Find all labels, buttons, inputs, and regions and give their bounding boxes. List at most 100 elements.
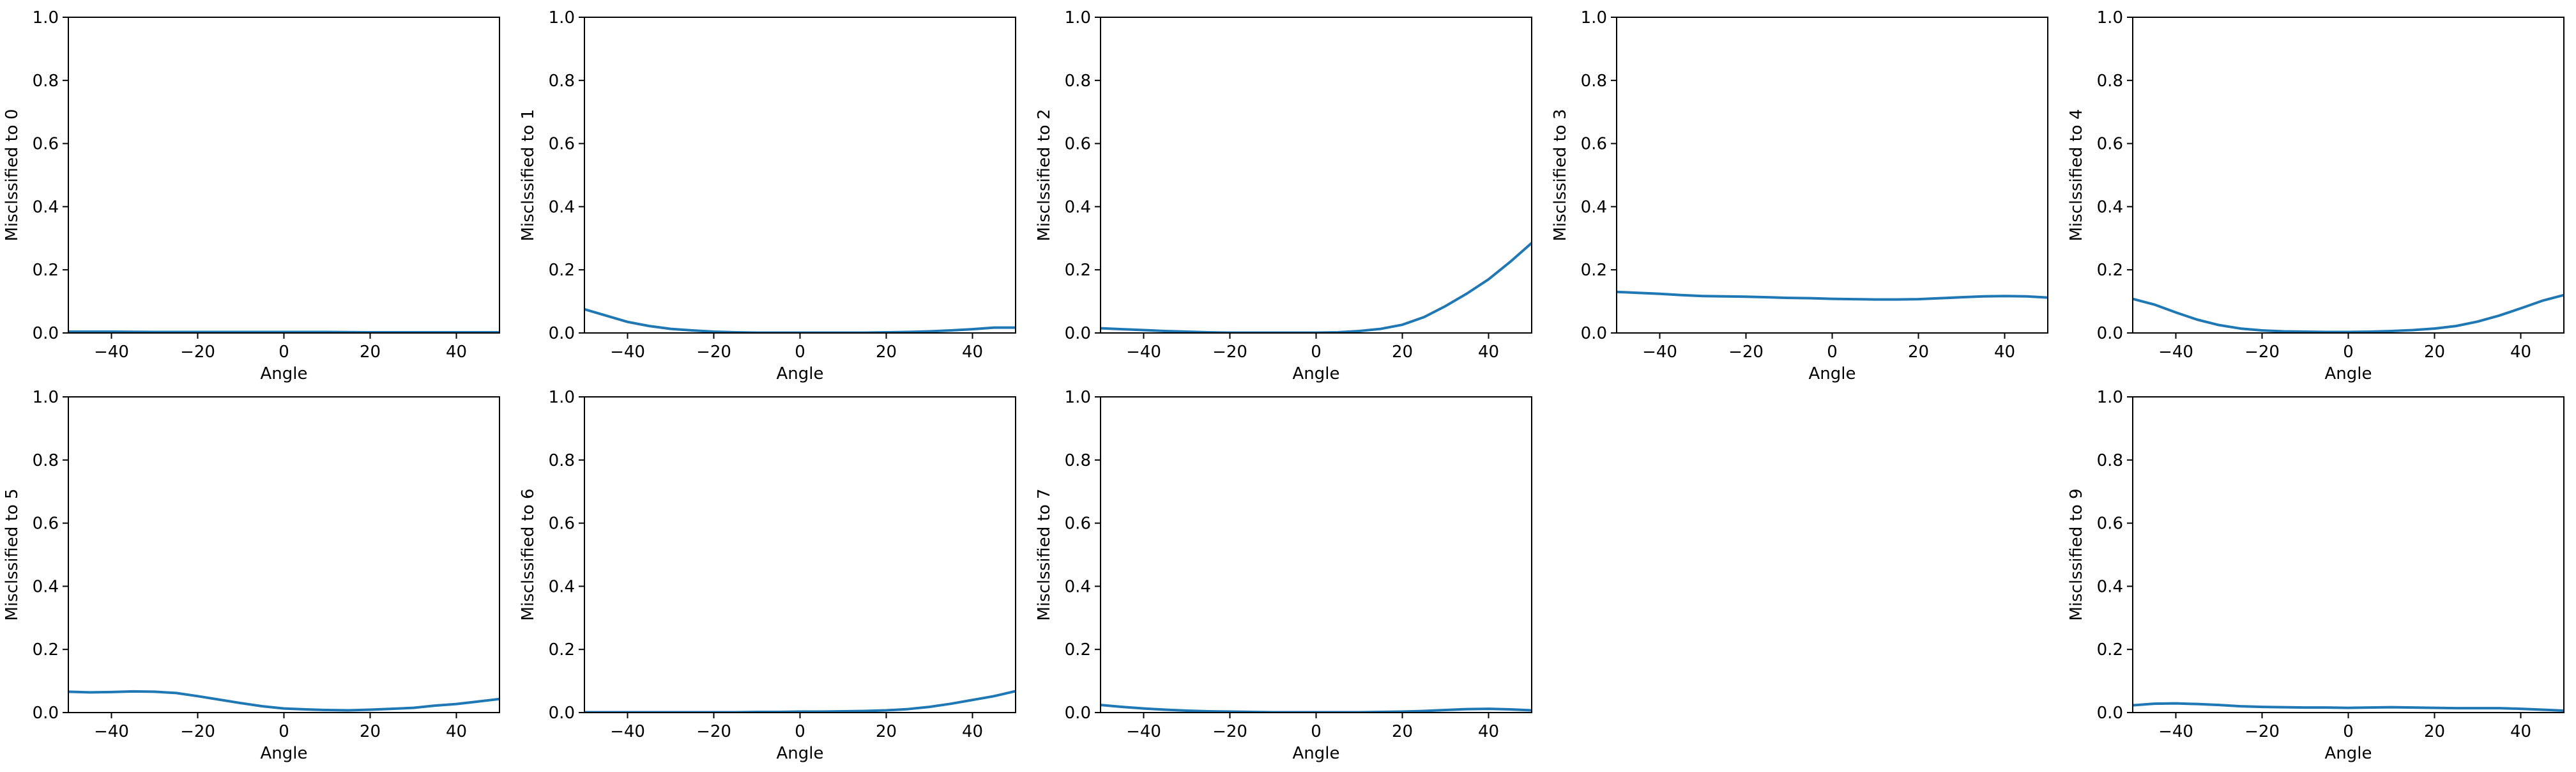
series-line-9 (2133, 702, 2564, 713)
y-tick-label-0-1: 0.2 (33, 261, 59, 280)
y-tick-label-2-1: 0.2 (1065, 261, 1091, 280)
y-tick-label-7-0: 0.0 (1065, 704, 1091, 723)
x-tick-label-7-3: 20 (1392, 722, 1413, 741)
x-axis-label-3: Angle (1809, 364, 1856, 383)
chart-panel-6: 0.0 0.2 0.4 0.6 0.8 1.0 −40 −20 0 20 40 Angle Miscls… (519, 388, 1016, 763)
y-axis-label-7: Misclssified to 7 (1035, 488, 1054, 621)
y-tick-label-6-5: 1.0 (549, 388, 575, 407)
x-tick-label-7-4: 40 (1478, 722, 1499, 741)
y-tick-label-1-4: 0.8 (549, 72, 575, 91)
y-tick-label-7-2: 0.4 (1065, 577, 1091, 596)
chart-panel-1: 0.0 0.2 0.4 0.6 0.8 1.0 −40 −20 0 20 40 Angle Miscls… (519, 8, 1016, 383)
x-tick-label-5-1: −20 (180, 722, 215, 741)
x-tick-label-6-1: −20 (696, 722, 731, 741)
y-tick-label-9-2: 0.4 (2097, 577, 2123, 596)
axes-frame-1 (584, 17, 1016, 334)
series-line-4 (2133, 293, 2564, 333)
x-tick-label-7-0: −40 (1126, 722, 1161, 741)
x-tick-label-4-3: 20 (2424, 343, 2445, 362)
y-tick-label-0-2: 0.4 (33, 197, 59, 217)
y-tick-label-6-0: 0.0 (549, 704, 575, 723)
x-tick-label-3-0: −40 (1642, 343, 1677, 362)
x-tick-label-3-4: 40 (1994, 343, 2015, 362)
y-tick-label-9-5: 1.0 (2097, 388, 2123, 407)
x-tick-label-4-2: 0 (2343, 343, 2354, 362)
y-tick-label-7-3: 0.6 (1065, 514, 1091, 534)
y-tick-label-2-5: 1.0 (1065, 8, 1091, 27)
x-axis-label-9: Angle (2325, 744, 2372, 763)
axes-frame-9 (2132, 396, 2565, 713)
y-axis-label-4: Misclssified to 4 (2067, 109, 2086, 241)
x-tick-label-4-1: −20 (2244, 343, 2280, 362)
chart-panel-3: 0.0 0.2 0.4 0.6 0.8 1.0 −40 −20 0 20 40 Angle Miscls… (1551, 8, 2048, 383)
y-tick-label-4-1: 0.2 (2097, 261, 2123, 280)
x-tick-label-5-2: 0 (278, 722, 289, 741)
series-line-1 (584, 307, 1016, 333)
x-tick-label-3-2: 0 (1827, 343, 1838, 362)
series-line-3 (1617, 290, 2048, 301)
x-axis-label-1: Angle (777, 364, 824, 383)
x-tick-label-2-4: 40 (1478, 343, 1499, 362)
x-tick-label-1-2: 0 (795, 343, 805, 362)
y-tick-label-0-4: 0.8 (33, 72, 59, 91)
y-tick-label-2-4: 0.8 (1065, 72, 1091, 91)
axes-frame-6 (584, 396, 1016, 713)
y-tick-label-0-3: 0.6 (33, 135, 59, 154)
y-tick-label-3-2: 0.4 (1581, 197, 1607, 217)
axes-frame-4 (2132, 17, 2565, 334)
y-tick-label-0-5: 1.0 (33, 8, 59, 27)
x-tick-label-3-3: 20 (1908, 343, 1929, 362)
y-tick-label-7-4: 0.8 (1065, 451, 1091, 470)
chart-panel-7: 0.0 0.2 0.4 0.6 0.8 1.0 −40 −20 0 20 40 Angle Miscls… (1035, 388, 1532, 763)
x-tick-label-2-1: −20 (1212, 343, 1247, 362)
x-tick-label-7-2: 0 (1311, 722, 1322, 741)
y-tick-label-3-1: 0.2 (1581, 261, 1607, 280)
x-tick-label-1-1: −20 (696, 343, 731, 362)
y-tick-label-2-2: 0.4 (1065, 197, 1091, 217)
y-axis-label-1: Misclssified to 1 (519, 109, 538, 241)
x-axis-label-7: Angle (1293, 744, 1340, 763)
y-tick-label-1-5: 1.0 (549, 8, 575, 27)
y-tick-label-3-5: 1.0 (1581, 8, 1607, 27)
series-line-5 (68, 690, 499, 712)
y-tick-label-5-0: 0.0 (33, 704, 59, 723)
x-tick-label-4-0: −40 (2158, 343, 2193, 362)
y-tick-label-5-5: 1.0 (33, 388, 59, 407)
x-tick-label-6-4: 40 (962, 722, 983, 741)
x-tick-label-6-3: 20 (876, 722, 897, 741)
y-tick-label-1-2: 0.4 (549, 197, 575, 217)
y-tick-label-4-0: 0.0 (2097, 324, 2123, 343)
x-tick-label-0-3: 20 (360, 343, 381, 362)
x-tick-label-5-4: 40 (446, 722, 467, 741)
y-tick-label-0-0: 0.0 (33, 324, 59, 343)
x-axis-label-5: Angle (261, 744, 308, 763)
x-tick-label-3-1: −20 (1728, 343, 1764, 362)
x-tick-label-2-0: −40 (1126, 343, 1161, 362)
y-tick-label-2-3: 0.6 (1065, 135, 1091, 154)
y-tick-label-5-4: 0.8 (33, 451, 59, 470)
y-tick-label-5-1: 0.2 (33, 640, 59, 660)
y-axis-label-5: Misclssified to 5 (3, 488, 22, 621)
y-tick-label-1-1: 0.2 (549, 261, 575, 280)
axes-frame-2 (1100, 17, 1532, 334)
x-tick-label-5-3: 20 (360, 722, 381, 741)
y-axis-label-0: Misclssified to 0 (3, 109, 22, 241)
y-tick-label-4-5: 1.0 (2097, 8, 2123, 27)
y-tick-label-4-2: 0.4 (2097, 197, 2123, 217)
x-tick-label-5-0: −40 (94, 722, 129, 741)
y-axis-label-3: Misclssified to 3 (1551, 109, 1570, 241)
x-tick-label-0-2: 0 (278, 343, 289, 362)
y-tick-label-3-0: 0.0 (1581, 324, 1607, 343)
y-tick-label-9-3: 0.6 (2097, 514, 2123, 534)
y-tick-label-5-3: 0.6 (33, 514, 59, 534)
y-tick-label-9-4: 0.8 (2097, 451, 2123, 470)
chart-panel-9: 0.0 0.2 0.4 0.6 0.8 1.0 −40 −20 0 20 40 Angle Miscls… (2067, 388, 2565, 763)
y-axis-label-2: Misclssified to 2 (1035, 109, 1054, 241)
chart-panel-0: 0.0 0.2 0.4 0.6 0.8 1.0 −40 −20 0 20 40 Angle Miscls… (3, 8, 500, 383)
y-tick-label-5-2: 0.4 (33, 577, 59, 596)
x-tick-label-1-0: −40 (610, 343, 645, 362)
x-tick-label-0-4: 40 (446, 343, 467, 362)
x-tick-label-9-1: −20 (2244, 722, 2280, 741)
x-tick-label-9-0: −40 (2158, 722, 2193, 741)
